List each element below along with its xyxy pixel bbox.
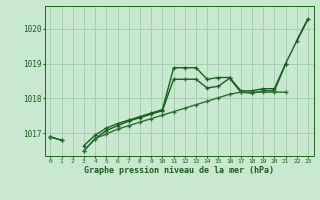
X-axis label: Graphe pression niveau de la mer (hPa): Graphe pression niveau de la mer (hPa) xyxy=(84,166,274,175)
